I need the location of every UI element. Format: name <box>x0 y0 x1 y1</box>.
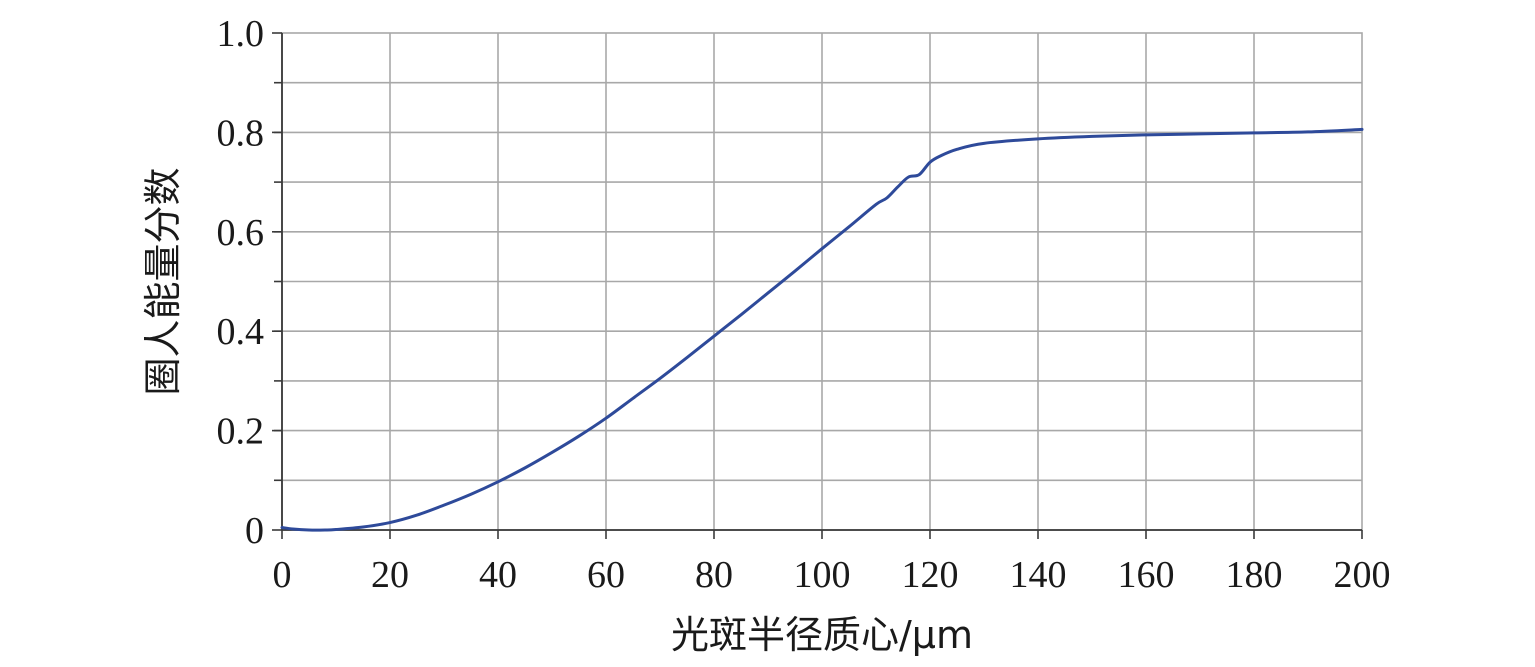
y-tick-label: 1.0 <box>217 13 265 55</box>
y-tick-label: 0.8 <box>217 112 265 154</box>
x-tick-label: 20 <box>371 554 409 596</box>
grid <box>282 33 1362 530</box>
y-tick-label: 0 <box>245 510 264 552</box>
tick-labels: 0 20 40 60 80 100 120 140 160 180 200 0 0.2 0.4 0.6 0.8… <box>217 13 1391 596</box>
x-tick-label: 180 <box>1226 554 1283 596</box>
x-tick-label: 60 <box>587 554 625 596</box>
x-tick-label: 100 <box>794 554 851 596</box>
series-layer <box>280 127 1364 532</box>
x-tick-label: 120 <box>902 554 959 596</box>
axes <box>272 32 1363 539</box>
x-tick-label: 200 <box>1334 554 1391 596</box>
x-tick-label: 140 <box>1010 554 1067 596</box>
series-line <box>280 127 1364 532</box>
x-axis-title: 光斑半径质心/μm <box>671 613 973 657</box>
y-tick-label: 0.2 <box>217 411 265 453</box>
y-tick-label: 0.6 <box>217 212 265 254</box>
x-tick-label: 0 <box>273 554 292 596</box>
y-tick-label: 0.4 <box>217 311 265 353</box>
x-tick-label: 80 <box>695 554 733 596</box>
x-tick-label: 160 <box>1118 554 1175 596</box>
y-axis-title: 圈人能量分数 <box>141 167 185 395</box>
x-tick-label: 40 <box>479 554 517 596</box>
